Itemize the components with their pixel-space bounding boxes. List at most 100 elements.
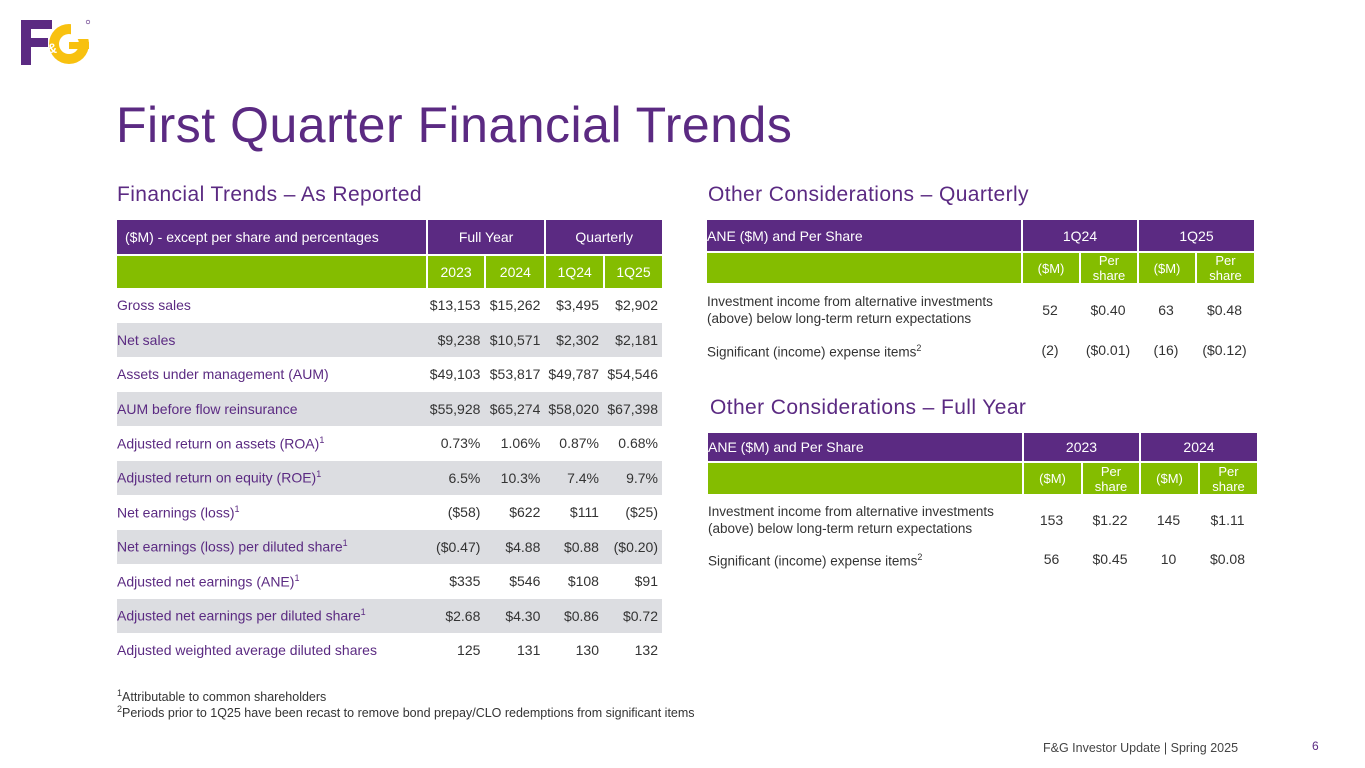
cell-value: $10,571 — [484, 322, 545, 357]
page-number: 6 — [1312, 739, 1319, 753]
cell-value: $2,902 — [615, 297, 658, 314]
per-share-header: Per share — [1198, 461, 1257, 494]
quarterly-period-1: 1Q24 — [1021, 220, 1137, 251]
cell-value: $4.30 — [484, 598, 545, 633]
cell-value: $2.68 — [425, 598, 485, 633]
row-label: Net earnings (loss)1 — [117, 503, 240, 521]
table-row: Adjusted return on assets (ROA)1 0.73% 1.0… — [117, 426, 662, 461]
quarterly-header: Quarterly — [544, 220, 662, 254]
cell-value: $49,103 — [429, 366, 481, 383]
table-row: Adjusted net earnings (ANE)1 $335 $546 $108… — [117, 564, 662, 599]
row-label: Gross sales — [117, 297, 191, 314]
cell-value: $91 — [634, 573, 658, 590]
cell-value: $3,495 — [556, 297, 599, 314]
table-row: Net earnings (loss) per diluted share1 ($… — [117, 529, 662, 564]
table-row: Assets under management (AUM) $49,103 $53,… — [117, 357, 662, 392]
m-header: ($M) — [1021, 251, 1079, 283]
cell-value: $4.88 — [484, 529, 545, 564]
cell-value: $49,787 — [548, 366, 599, 383]
fg-logo: & — [21, 19, 91, 65]
m-header: ($M) — [1137, 251, 1195, 283]
row-label: Adjusted net earnings (ANE)1 — [117, 572, 300, 590]
cell-value: $9,238 — [425, 322, 485, 357]
cell-value: 7.4% — [544, 460, 603, 495]
cell-value: 10.3% — [484, 460, 545, 495]
reported-section-title: Financial Trends – As Reported — [117, 183, 422, 206]
row-label: Assets under management (AUM) — [117, 366, 329, 383]
cell-value: 130 — [575, 642, 599, 659]
cell-value: 9.7% — [602, 460, 662, 495]
cell-value: $13,153 — [429, 297, 481, 314]
cell-value: $0.40 — [1090, 302, 1126, 318]
cell-value: 125 — [457, 642, 481, 659]
cell-value: $0.48 — [1206, 302, 1243, 318]
cell-value: 1.06% — [500, 435, 541, 452]
cell-value: 0.87% — [559, 435, 599, 452]
footer-text: F&G Investor Update | Spring 2025 — [1043, 741, 1239, 755]
full-year-header-label: ANE ($M) and Per Share — [708, 433, 1022, 461]
cell-value: 145 — [1156, 512, 1181, 528]
row-label: Investment income from alternative inves… — [708, 504, 994, 536]
table-row: AUM before flow reinsurance $55,928 $65,27… — [117, 391, 662, 426]
cell-value: $0.08 — [1209, 551, 1246, 567]
cell-value: $53,817 — [489, 366, 541, 383]
table-row: Adjusted return on equity (ROE)1 6.5% 10.3… — [117, 460, 662, 495]
cell-value: $54,546 — [607, 366, 658, 383]
cell-value: 132 — [634, 642, 658, 659]
table-row: Significant (income) expense items2 56 $0.… — [708, 546, 1257, 572]
cell-value: (16) — [1153, 342, 1179, 358]
full-year-period-2: 2024 — [1139, 433, 1257, 461]
cell-value: $335 — [449, 573, 481, 590]
cell-value: $1.22 — [1092, 512, 1128, 528]
row-label: Net sales — [117, 322, 426, 357]
table-row: Investment income from alternative inves… — [707, 283, 1254, 337]
footnote-2: 2Periods prior to 1Q25 have been recast … — [117, 704, 695, 721]
table-row: Adjusted net earnings per diluted share1… — [117, 598, 662, 633]
cell-value: $2,181 — [602, 322, 662, 357]
m-header: ($M) — [1022, 461, 1081, 494]
cell-value: $108 — [567, 573, 599, 590]
row-label: Significant (income) expense items2 — [708, 551, 923, 569]
cell-value: $55,928 — [425, 391, 485, 426]
footnote-1: 1Attributable to common shareholders — [117, 688, 327, 705]
row-label: Net earnings (loss) per diluted share1 — [117, 529, 426, 564]
cell-value: 10 — [1160, 551, 1177, 567]
quarterly-section-title: Other Considerations – Quarterly — [708, 183, 1029, 206]
cell-value: 131 — [517, 642, 541, 659]
quarterly-table: ANE ($M) and Per Share 1Q24 1Q25 ($M) Pe… — [707, 220, 1254, 363]
cell-value: $1.11 — [1210, 512, 1245, 528]
cell-value: 56 — [1043, 551, 1060, 567]
full-year-table: ANE ($M) and Per Share 2023 2024 ($M) Pe… — [708, 433, 1257, 572]
row-label: Significant (income) expense items2 — [707, 342, 922, 360]
cell-value: (2) — [1041, 342, 1059, 358]
cell-value: $0.86 — [544, 598, 603, 633]
cell-value: $0.45 — [1092, 551, 1128, 567]
cell-value: 0.68% — [618, 435, 658, 452]
period-header: 2024 — [484, 254, 545, 288]
cell-value: ($0.12) — [1202, 342, 1247, 358]
cell-value: 0.73% — [440, 435, 481, 452]
row-label: Adjusted net earnings per diluted share1 — [117, 598, 426, 633]
reported-table: ($M) - except per share and percentages … — [117, 220, 662, 668]
cell-value: 52 — [1042, 302, 1058, 318]
cell-value: ($0.20) — [602, 529, 662, 564]
cell-value: 6.5% — [425, 460, 485, 495]
cell-value: $546 — [509, 573, 541, 590]
table-row: Net earnings (loss)1 ($58) $622 $111 ($25) — [117, 495, 662, 530]
row-label: Adjusted return on equity (ROE)1 — [117, 460, 426, 495]
row-label: Adjusted weighted average diluted shares — [117, 642, 377, 659]
svg-text:&: & — [47, 40, 57, 56]
full-year-section-title: Other Considerations – Full Year — [710, 396, 1027, 419]
row-label: Adjusted return on assets (ROA)1 — [117, 434, 325, 452]
table-row: Adjusted weighted average diluted shares… — [117, 633, 662, 668]
cell-value: 153 — [1039, 512, 1064, 528]
cell-value: ($0.01) — [1085, 342, 1131, 358]
page-title: First Quarter Financial Trends — [116, 97, 793, 153]
table-row: Significant (income) expense items2 (2) ($… — [707, 337, 1254, 363]
m-header: ($M) — [1139, 461, 1198, 494]
cell-value: $0.72 — [602, 598, 662, 633]
quarterly-period-2: 1Q25 — [1137, 220, 1254, 251]
table-row: Gross sales $13,153 $15,262 $3,495 $2,902 — [117, 288, 662, 323]
row-label: Investment income from alternative inves… — [707, 294, 993, 326]
row-label: AUM before flow reinsurance — [117, 391, 426, 426]
